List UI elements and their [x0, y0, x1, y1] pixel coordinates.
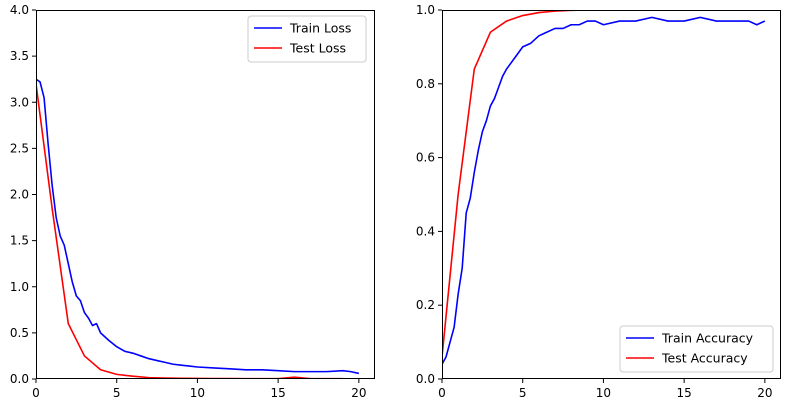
acc-y-tick: 0.8 — [416, 77, 442, 91]
acc-y-tick: 0.4 — [416, 224, 442, 238]
loss-x-tick-label: 15 — [271, 386, 286, 400]
acc-series-line-train-accuracy — [442, 16, 766, 365]
acc-y-tick-label: 0.8 — [416, 77, 435, 91]
acc-series-line-test-accuracy — [442, 10, 749, 357]
loss-y-tick-label: 1.5 — [10, 234, 29, 248]
acc-y-tick: 1.0 — [416, 3, 442, 17]
acc-x-tick: 20 — [757, 379, 772, 400]
acc-x-tick: 10 — [596, 379, 611, 400]
loss-legend: Train Loss Test Loss — [247, 15, 367, 63]
loss-x-tick: 10 — [190, 379, 205, 400]
acc-y-tick-label: 0.0 — [416, 372, 435, 386]
acc-y-tick: 0.6 — [416, 151, 442, 165]
loss-x-tick-label: 10 — [190, 386, 205, 400]
loss-legend-label: Test Loss — [289, 41, 346, 56]
loss-y-tick-label: 3.5 — [10, 49, 29, 63]
loss-x-tick: 0 — [32, 379, 40, 400]
loss-y-tick: 3.5 — [10, 49, 36, 63]
loss-y-tick-label: 1.0 — [10, 280, 29, 294]
acc-y-tick-label: 0.6 — [416, 151, 435, 165]
loss-series-line-test-loss — [36, 83, 343, 379]
acc-y-tick-label: 1.0 — [416, 3, 435, 17]
acc-y-tick-label: 0.4 — [416, 224, 435, 238]
loss-x-tick: 20 — [351, 379, 366, 400]
loss-y-tick: 1.0 — [10, 280, 36, 294]
accuracy-chart: 0 5 10 15 20 0.0 0.2 0.4 0.6 0.8 1.0 Train Accuracy… — [416, 3, 781, 400]
loss-series-line-train-loss — [36, 78, 360, 375]
acc-axes-frame — [442, 10, 781, 379]
acc-legend: Train Accuracy Test Accuracy — [619, 325, 774, 373]
loss-y-tick: 4.0 — [10, 3, 36, 17]
loss-y-tick: 1.5 — [10, 234, 36, 248]
loss-axes-frame — [36, 10, 375, 379]
acc-y-tick-label: 0.2 — [416, 298, 435, 312]
loss-y-tick: 2.0 — [10, 188, 36, 202]
acc-x-tick-label: 15 — [677, 386, 692, 400]
loss-y-tick: 2.5 — [10, 141, 36, 155]
loss-y-tick: 3.0 — [10, 95, 36, 109]
acc-x-tick: 15 — [677, 379, 692, 400]
acc-x-tick-label: 10 — [596, 386, 611, 400]
loss-y-tick-label: 2.0 — [10, 188, 29, 202]
loss-chart: 0 5 10 15 20 0.0 0.5 1.0 1.5 2.0 2.5 3.0 3.5 4.0 Train… — [10, 3, 375, 400]
acc-legend-box — [619, 325, 774, 373]
loss-x-tick-label: 0 — [32, 386, 40, 400]
loss-y-tick: 0.5 — [10, 326, 36, 340]
loss-legend-label: Train Loss — [289, 21, 351, 36]
acc-x-tick: 5 — [519, 379, 527, 400]
loss-y-tick-label: 2.5 — [10, 141, 29, 155]
acc-legend-label: Train Accuracy — [661, 331, 754, 346]
loss-y-tick-label: 3.0 — [10, 95, 29, 109]
loss-y-tick-label: 4.0 — [10, 3, 29, 17]
loss-y-tick-label: 0.0 — [10, 372, 29, 386]
loss-x-tick-label: 20 — [351, 386, 366, 400]
loss-x-tick-label: 5 — [113, 386, 121, 400]
acc-x-tick-label: 20 — [757, 386, 772, 400]
acc-x-tick-label: 5 — [519, 386, 527, 400]
loss-x-tick: 15 — [271, 379, 286, 400]
loss-y-tick: 0.0 — [10, 372, 36, 386]
acc-x-tick-label: 0 — [438, 386, 446, 400]
acc-y-tick: 0.2 — [416, 298, 442, 312]
loss-y-tick-label: 0.5 — [10, 326, 29, 340]
acc-x-tick: 0 — [438, 379, 446, 400]
acc-legend-label: Test Accuracy — [661, 351, 748, 366]
loss-x-tick: 5 — [113, 379, 121, 400]
acc-y-tick: 0.0 — [416, 372, 442, 386]
